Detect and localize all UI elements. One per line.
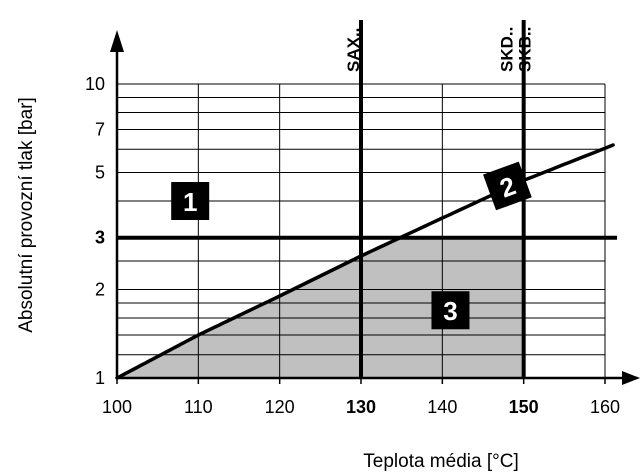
x-tick-label: 130: [346, 397, 376, 417]
x-tick-label: 150: [509, 397, 539, 417]
x-axis-label: Teplota média [°C]: [363, 451, 518, 472]
zone-marker-box: [171, 181, 210, 220]
y-tick-label: 5: [95, 163, 105, 183]
zone-marker-label: 1: [183, 187, 197, 217]
zone-marker-label: 3: [443, 296, 457, 326]
zone-markers-layer: 1 2 3: [171, 161, 532, 330]
x-tick-label: 110: [184, 397, 213, 417]
shaded-region: [117, 237, 524, 378]
y-axis-arrow: [110, 30, 124, 52]
reference-line-label: SKD..: [498, 27, 517, 72]
zone-marker-1: 1: [171, 181, 210, 220]
tick-labels-layer: 100 110 120 130 140 150 160 1 2 3 5 7 10: [85, 74, 620, 417]
x-tick-label: 160: [590, 397, 620, 417]
y-axis-label: Absolutní provozní tlak [bar]: [16, 97, 37, 333]
y-tick-label: 10: [85, 74, 105, 94]
reference-line-label: SAX..: [344, 28, 363, 72]
x-tick-label: 140: [427, 397, 457, 417]
y-tick-label: 3: [95, 228, 105, 248]
shaded-region-layer: [117, 237, 524, 378]
x-tick-label: 100: [102, 397, 132, 417]
x-axis-arrow: [622, 371, 640, 385]
reference-line-label: SKB..: [516, 27, 535, 72]
zone-marker-box: [483, 161, 532, 211]
axes-layer: [110, 30, 640, 385]
zone-marker-box: [431, 291, 470, 330]
y-tick-label: 1: [95, 368, 105, 388]
y-tick-label: 2: [95, 279, 105, 299]
zone-marker-2: 2: [483, 161, 532, 211]
boundary-curve: [115, 143, 615, 380]
curve-layer: [115, 143, 615, 380]
x-tick-label: 120: [265, 397, 295, 417]
zone-marker-3: 3: [431, 291, 470, 330]
y-tick-label: 7: [95, 120, 105, 140]
